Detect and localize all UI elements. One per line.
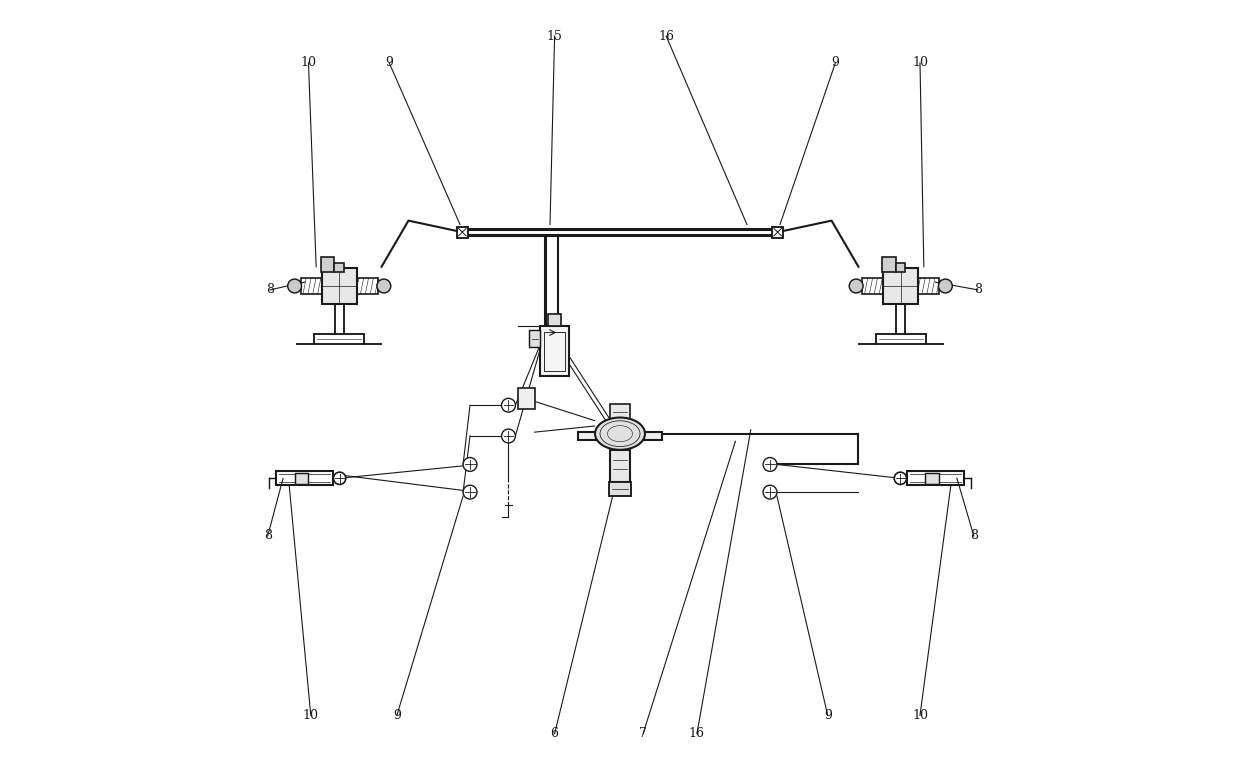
Circle shape: [463, 486, 477, 499]
Text: 10: 10: [911, 56, 928, 69]
Bar: [897, 263, 905, 273]
Bar: [773, 227, 784, 238]
Bar: [321, 257, 335, 273]
Bar: [456, 227, 467, 238]
Bar: [548, 314, 560, 327]
Bar: [578, 432, 662, 440]
Circle shape: [377, 279, 391, 293]
Bar: [529, 330, 539, 347]
Text: 10: 10: [303, 709, 319, 722]
Circle shape: [763, 458, 777, 472]
Circle shape: [334, 472, 346, 485]
Text: 8: 8: [267, 283, 274, 296]
Bar: [925, 473, 939, 484]
Bar: [609, 482, 631, 496]
Bar: [517, 388, 534, 409]
Text: 10: 10: [911, 709, 928, 722]
Circle shape: [849, 279, 863, 293]
Bar: [883, 268, 918, 304]
Circle shape: [463, 458, 477, 472]
Text: 8: 8: [973, 283, 982, 296]
Text: 9: 9: [393, 709, 401, 722]
Text: 7: 7: [639, 727, 647, 740]
Circle shape: [763, 486, 777, 499]
Bar: [910, 278, 939, 294]
Bar: [314, 334, 365, 344]
Bar: [348, 278, 378, 294]
Bar: [862, 278, 892, 294]
Text: 16: 16: [689, 727, 704, 740]
Text: 16: 16: [658, 29, 675, 42]
Text: 9: 9: [386, 56, 393, 69]
Circle shape: [939, 279, 952, 293]
Bar: [275, 472, 334, 486]
Text: 6: 6: [551, 727, 558, 740]
Text: 15: 15: [547, 29, 563, 42]
Bar: [906, 472, 965, 486]
Bar: [539, 327, 569, 377]
Text: 9: 9: [832, 56, 839, 69]
Bar: [882, 257, 897, 273]
Circle shape: [288, 279, 301, 293]
Bar: [301, 278, 330, 294]
Bar: [875, 334, 926, 344]
Text: 8: 8: [970, 530, 978, 543]
Bar: [610, 450, 630, 482]
Circle shape: [501, 429, 516, 443]
Bar: [295, 473, 309, 484]
Circle shape: [501, 398, 516, 412]
Bar: [322, 268, 357, 304]
Bar: [335, 263, 343, 273]
Text: 10: 10: [300, 56, 316, 69]
Bar: [610, 404, 630, 421]
Text: 8: 8: [264, 530, 272, 543]
Text: 9: 9: [823, 709, 832, 722]
Circle shape: [894, 472, 906, 485]
Ellipse shape: [595, 418, 645, 450]
Bar: [544, 332, 565, 371]
